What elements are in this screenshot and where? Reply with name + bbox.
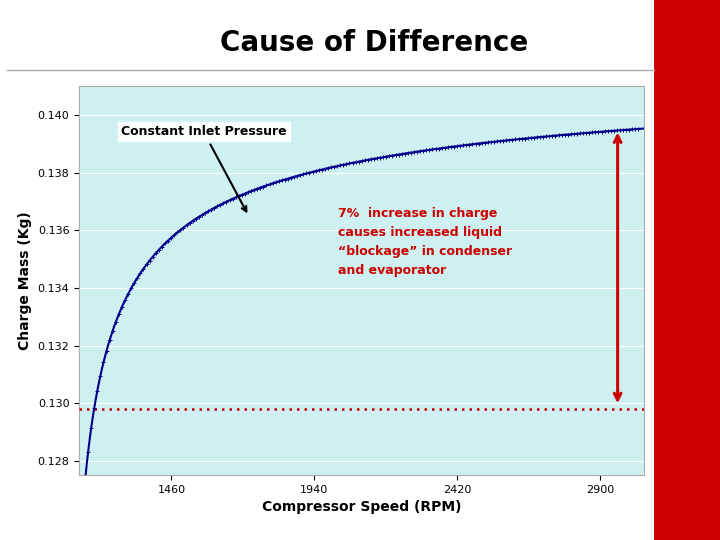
- Text: 7%  increase in charge
causes increased liquid
“blockage” in condenser
and evapo: 7% increase in charge causes increased l…: [338, 207, 512, 278]
- X-axis label: Compressor Speed (RPM): Compressor Speed (RPM): [262, 501, 462, 515]
- Y-axis label: Charge Mass (Kg): Charge Mass (Kg): [18, 212, 32, 350]
- Text: Cause of Difference: Cause of Difference: [220, 29, 528, 57]
- Text: Constant Inlet Pressure: Constant Inlet Pressure: [121, 125, 287, 212]
